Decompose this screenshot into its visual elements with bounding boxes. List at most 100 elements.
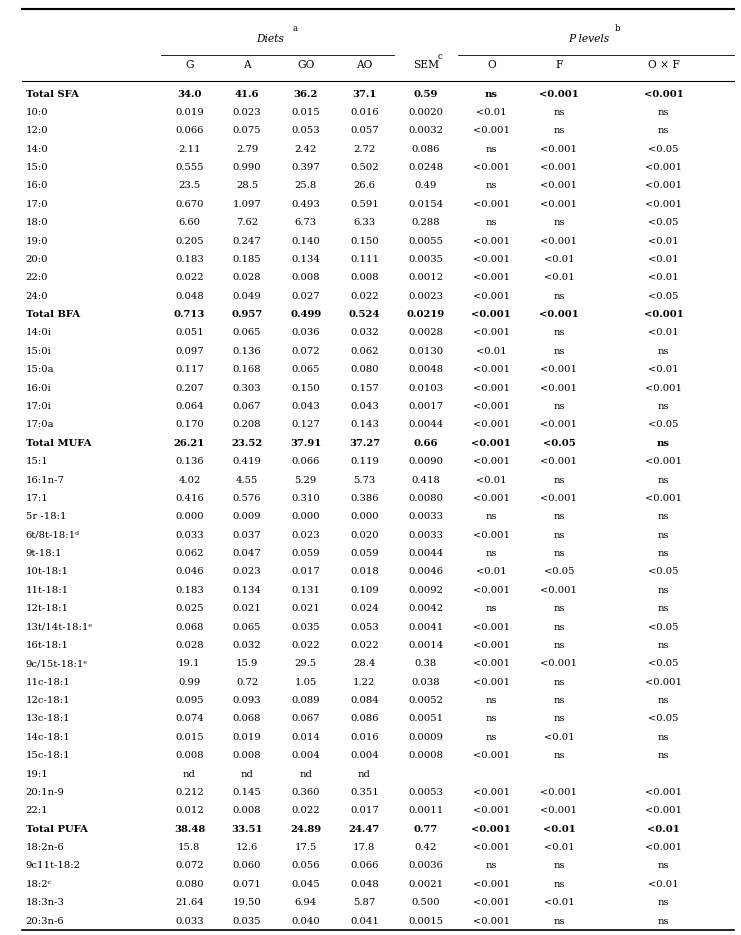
Text: 0.170: 0.170 <box>175 421 204 429</box>
Text: ns: ns <box>554 880 565 889</box>
Text: 0.418: 0.418 <box>411 476 440 484</box>
Text: 0.093: 0.093 <box>233 696 262 705</box>
Text: 0.086: 0.086 <box>412 145 440 153</box>
Text: 18:0: 18:0 <box>26 218 48 227</box>
Text: <0.01: <0.01 <box>544 843 574 852</box>
Text: 0.049: 0.049 <box>233 292 262 301</box>
Text: ns: ns <box>658 108 669 117</box>
Text: 0.72: 0.72 <box>236 678 258 686</box>
Text: 5r -18:1: 5r -18:1 <box>26 512 66 522</box>
Text: 0.066: 0.066 <box>350 861 379 870</box>
Text: 0.008: 0.008 <box>233 806 262 815</box>
Text: <0.01: <0.01 <box>647 825 680 834</box>
Text: P levels: P levels <box>568 34 609 44</box>
Text: nd: nd <box>241 770 253 779</box>
Text: ns: ns <box>658 751 669 760</box>
Text: 1.22: 1.22 <box>353 678 376 686</box>
Text: 0.303: 0.303 <box>233 383 262 393</box>
Text: ns: ns <box>658 476 669 484</box>
Text: ns: ns <box>485 145 497 153</box>
Text: <0.001: <0.001 <box>473 659 510 669</box>
Text: ns: ns <box>554 549 565 558</box>
Text: 0.0014: 0.0014 <box>408 641 444 650</box>
Text: 6.60: 6.60 <box>179 218 200 227</box>
Text: 0.084: 0.084 <box>350 696 379 705</box>
Text: 0.145: 0.145 <box>233 788 262 797</box>
Text: 36.2: 36.2 <box>293 90 318 98</box>
Text: 2.79: 2.79 <box>236 145 258 153</box>
Text: 0.080: 0.080 <box>350 366 379 374</box>
Text: <0.001: <0.001 <box>471 825 511 834</box>
Text: 0.000: 0.000 <box>175 512 204 522</box>
Text: 0.065: 0.065 <box>291 366 320 374</box>
Text: 0.041: 0.041 <box>350 916 379 926</box>
Text: 0.0017: 0.0017 <box>408 402 444 411</box>
Text: 0.555: 0.555 <box>175 163 204 172</box>
Text: <0.001: <0.001 <box>540 457 577 467</box>
Text: 0.056: 0.056 <box>291 861 320 870</box>
Text: 0.0052: 0.0052 <box>408 696 443 705</box>
Text: 29.5: 29.5 <box>295 659 317 669</box>
Text: 6.33: 6.33 <box>353 218 376 227</box>
Text: 0.49: 0.49 <box>415 181 437 191</box>
Text: <0.01: <0.01 <box>476 476 507 484</box>
Text: 28.4: 28.4 <box>353 659 376 669</box>
Text: 0.310: 0.310 <box>291 494 320 503</box>
Text: 0.009: 0.009 <box>233 512 262 522</box>
Text: 0.008: 0.008 <box>350 273 379 282</box>
Text: <0.01: <0.01 <box>648 255 679 264</box>
Text: <0.05: <0.05 <box>648 421 679 429</box>
Text: 0.015: 0.015 <box>291 108 320 117</box>
Text: 0.0041: 0.0041 <box>408 623 444 631</box>
Text: 0.0248: 0.0248 <box>408 163 444 172</box>
Text: <0.001: <0.001 <box>473 200 510 209</box>
Text: 14:0: 14:0 <box>26 145 49 153</box>
Text: 12:0: 12:0 <box>26 126 48 136</box>
Text: ns: ns <box>658 531 669 539</box>
Text: 5.73: 5.73 <box>353 476 376 484</box>
Text: 0.0130: 0.0130 <box>408 347 444 356</box>
Text: 6t/8t-18:1ᵈ: 6t/8t-18:1ᵈ <box>26 531 80 539</box>
Text: 17.5: 17.5 <box>294 843 317 852</box>
Text: <0.001: <0.001 <box>540 200 577 209</box>
Text: Total SFA: Total SFA <box>26 90 79 98</box>
Text: ns: ns <box>658 512 669 522</box>
Text: 0.150: 0.150 <box>350 237 379 246</box>
Text: 0.208: 0.208 <box>233 421 262 429</box>
Text: 24:0: 24:0 <box>26 292 48 301</box>
Text: ns: ns <box>658 899 669 907</box>
Text: <0.05: <0.05 <box>542 439 575 448</box>
Text: 0.0021: 0.0021 <box>408 880 444 889</box>
Text: <0.001: <0.001 <box>539 310 579 319</box>
Text: <0.001: <0.001 <box>473 494 510 503</box>
Text: <0.001: <0.001 <box>473 806 510 815</box>
Text: 0.062: 0.062 <box>175 549 204 558</box>
Text: ns: ns <box>658 861 669 870</box>
Text: 0.502: 0.502 <box>350 163 379 172</box>
Text: 0.089: 0.089 <box>291 696 320 705</box>
Text: 0.021: 0.021 <box>233 604 262 613</box>
Text: 37.27: 37.27 <box>349 439 380 448</box>
Text: ns: ns <box>554 623 565 631</box>
Text: 15:1: 15:1 <box>26 457 49 467</box>
Text: 0.086: 0.086 <box>350 714 379 724</box>
Text: 0.0023: 0.0023 <box>408 292 443 301</box>
Text: 0.0008: 0.0008 <box>408 751 443 760</box>
Text: 18:2ᶜ: 18:2ᶜ <box>26 880 52 889</box>
Text: 0.028: 0.028 <box>175 641 204 650</box>
Text: 2.72: 2.72 <box>353 145 376 153</box>
Text: <0.001: <0.001 <box>473 366 510 374</box>
Text: <0.05: <0.05 <box>648 145 679 153</box>
Text: 0.023: 0.023 <box>233 568 262 576</box>
Text: ns: ns <box>485 549 497 558</box>
Text: 0.095: 0.095 <box>175 696 204 705</box>
Text: 41.6: 41.6 <box>235 90 259 98</box>
Text: 26.21: 26.21 <box>174 439 205 448</box>
Text: ns: ns <box>554 604 565 613</box>
Text: 0.0051: 0.0051 <box>408 714 444 724</box>
Text: 0.022: 0.022 <box>291 806 320 815</box>
Text: 38.48: 38.48 <box>174 825 205 834</box>
Text: b: b <box>615 24 621 33</box>
Text: ns: ns <box>554 751 565 760</box>
Text: ns: ns <box>554 126 565 136</box>
